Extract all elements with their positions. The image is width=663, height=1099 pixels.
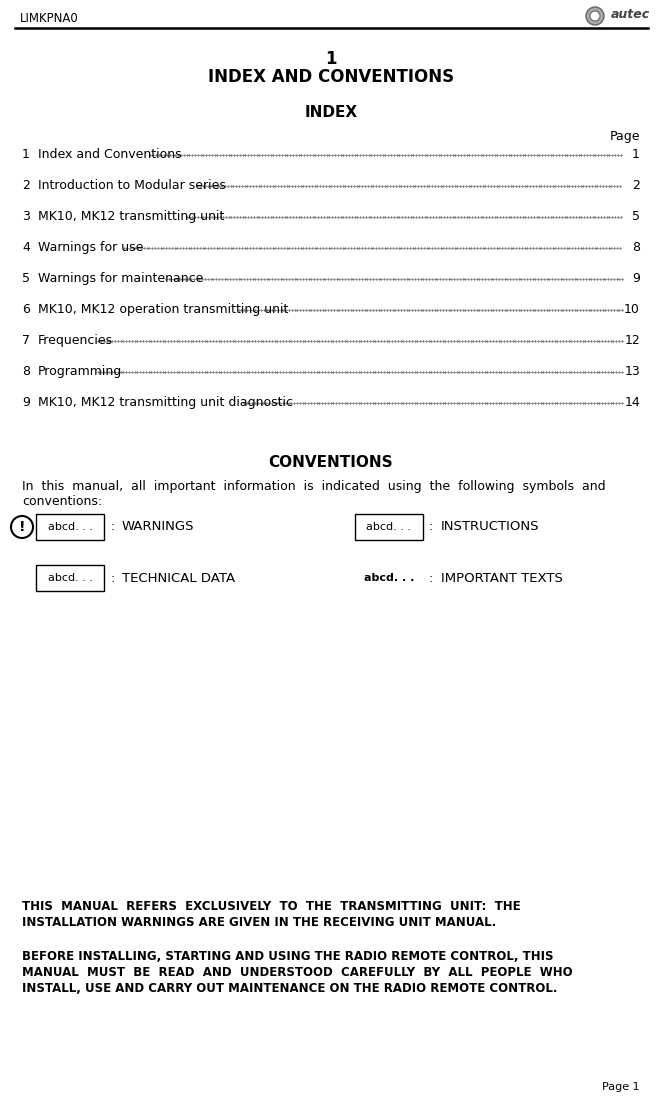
Text: Introduction to Modular series: Introduction to Modular series bbox=[38, 179, 226, 192]
Text: 6: 6 bbox=[22, 303, 30, 317]
FancyBboxPatch shape bbox=[36, 565, 104, 591]
Text: 1: 1 bbox=[632, 148, 640, 160]
Text: INDEX: INDEX bbox=[304, 106, 357, 120]
Text: Page 1: Page 1 bbox=[603, 1083, 640, 1092]
Text: INSTRUCTIONS: INSTRUCTIONS bbox=[441, 521, 540, 533]
Text: IMPORTANT TEXTS: IMPORTANT TEXTS bbox=[441, 571, 563, 585]
FancyBboxPatch shape bbox=[355, 514, 423, 540]
Circle shape bbox=[11, 517, 33, 539]
Text: :: : bbox=[110, 521, 114, 533]
Text: Frequencies: Frequencies bbox=[38, 334, 113, 347]
Text: Index and Conventions: Index and Conventions bbox=[38, 148, 182, 160]
Text: MANUAL  MUST  BE  READ  AND  UNDERSTOOD  CAREFULLY  BY  ALL  PEOPLE  WHO: MANUAL MUST BE READ AND UNDERSTOOD CAREF… bbox=[22, 966, 573, 979]
Text: TECHNICAL DATA: TECHNICAL DATA bbox=[122, 571, 235, 585]
Text: WARNINGS: WARNINGS bbox=[122, 521, 194, 533]
Text: abcd. . .: abcd. . . bbox=[48, 522, 93, 532]
Text: :: : bbox=[429, 571, 433, 585]
Text: LIMKPNA0: LIMKPNA0 bbox=[20, 12, 79, 25]
Circle shape bbox=[586, 7, 604, 25]
Text: 2: 2 bbox=[632, 179, 640, 192]
Text: MK10, MK12 transmitting unit diagnostic: MK10, MK12 transmitting unit diagnostic bbox=[38, 396, 293, 409]
Text: conventions:: conventions: bbox=[22, 495, 102, 508]
Text: abcd. . .: abcd. . . bbox=[364, 573, 414, 582]
FancyBboxPatch shape bbox=[36, 514, 104, 540]
Text: Page: Page bbox=[609, 130, 640, 143]
Text: MK10, MK12 operation transmitting unit: MK10, MK12 operation transmitting unit bbox=[38, 303, 288, 317]
Text: :: : bbox=[110, 571, 114, 585]
Text: 4: 4 bbox=[22, 241, 30, 254]
Text: Warnings for use: Warnings for use bbox=[38, 241, 143, 254]
Text: Programming: Programming bbox=[38, 365, 122, 378]
Text: 8: 8 bbox=[632, 241, 640, 254]
Text: 8: 8 bbox=[22, 365, 30, 378]
Text: CONVENTIONS: CONVENTIONS bbox=[269, 455, 393, 470]
Text: 10: 10 bbox=[624, 303, 640, 317]
Text: 12: 12 bbox=[625, 334, 640, 347]
Text: 7: 7 bbox=[22, 334, 30, 347]
Text: 5: 5 bbox=[22, 271, 30, 285]
Text: INDEX AND CONVENTIONS: INDEX AND CONVENTIONS bbox=[208, 68, 454, 86]
Circle shape bbox=[590, 11, 600, 21]
Text: autec: autec bbox=[611, 8, 650, 21]
Text: 1: 1 bbox=[22, 148, 30, 160]
Text: !: ! bbox=[19, 520, 25, 534]
Text: THIS  MANUAL  REFERS  EXCLUSIVELY  TO  THE  TRANSMITTING  UNIT:  THE: THIS MANUAL REFERS EXCLUSIVELY TO THE TR… bbox=[22, 900, 520, 913]
Text: abcd. . .: abcd. . . bbox=[367, 522, 412, 532]
Text: 3: 3 bbox=[22, 210, 30, 223]
Text: 13: 13 bbox=[625, 365, 640, 378]
Text: 1: 1 bbox=[326, 49, 337, 68]
Text: 9: 9 bbox=[632, 271, 640, 285]
Text: INSTALL, USE AND CARRY OUT MAINTENANCE ON THE RADIO REMOTE CONTROL.: INSTALL, USE AND CARRY OUT MAINTENANCE O… bbox=[22, 983, 558, 995]
Text: BEFORE INSTALLING, STARTING AND USING THE RADIO REMOTE CONTROL, THIS: BEFORE INSTALLING, STARTING AND USING TH… bbox=[22, 950, 554, 963]
Text: MK10, MK12 transmitting unit: MK10, MK12 transmitting unit bbox=[38, 210, 224, 223]
Text: Warnings for maintenance: Warnings for maintenance bbox=[38, 271, 204, 285]
Text: abcd. . .: abcd. . . bbox=[48, 573, 93, 582]
Text: 5: 5 bbox=[632, 210, 640, 223]
Text: :: : bbox=[429, 521, 433, 533]
Text: INSTALLATION WARNINGS ARE GIVEN IN THE RECEIVING UNIT MANUAL.: INSTALLATION WARNINGS ARE GIVEN IN THE R… bbox=[22, 915, 496, 929]
Text: In  this  manual,  all  important  information  is  indicated  using  the  follo: In this manual, all important informatio… bbox=[22, 480, 605, 493]
Text: 9: 9 bbox=[22, 396, 30, 409]
Text: 2: 2 bbox=[22, 179, 30, 192]
Text: 14: 14 bbox=[625, 396, 640, 409]
